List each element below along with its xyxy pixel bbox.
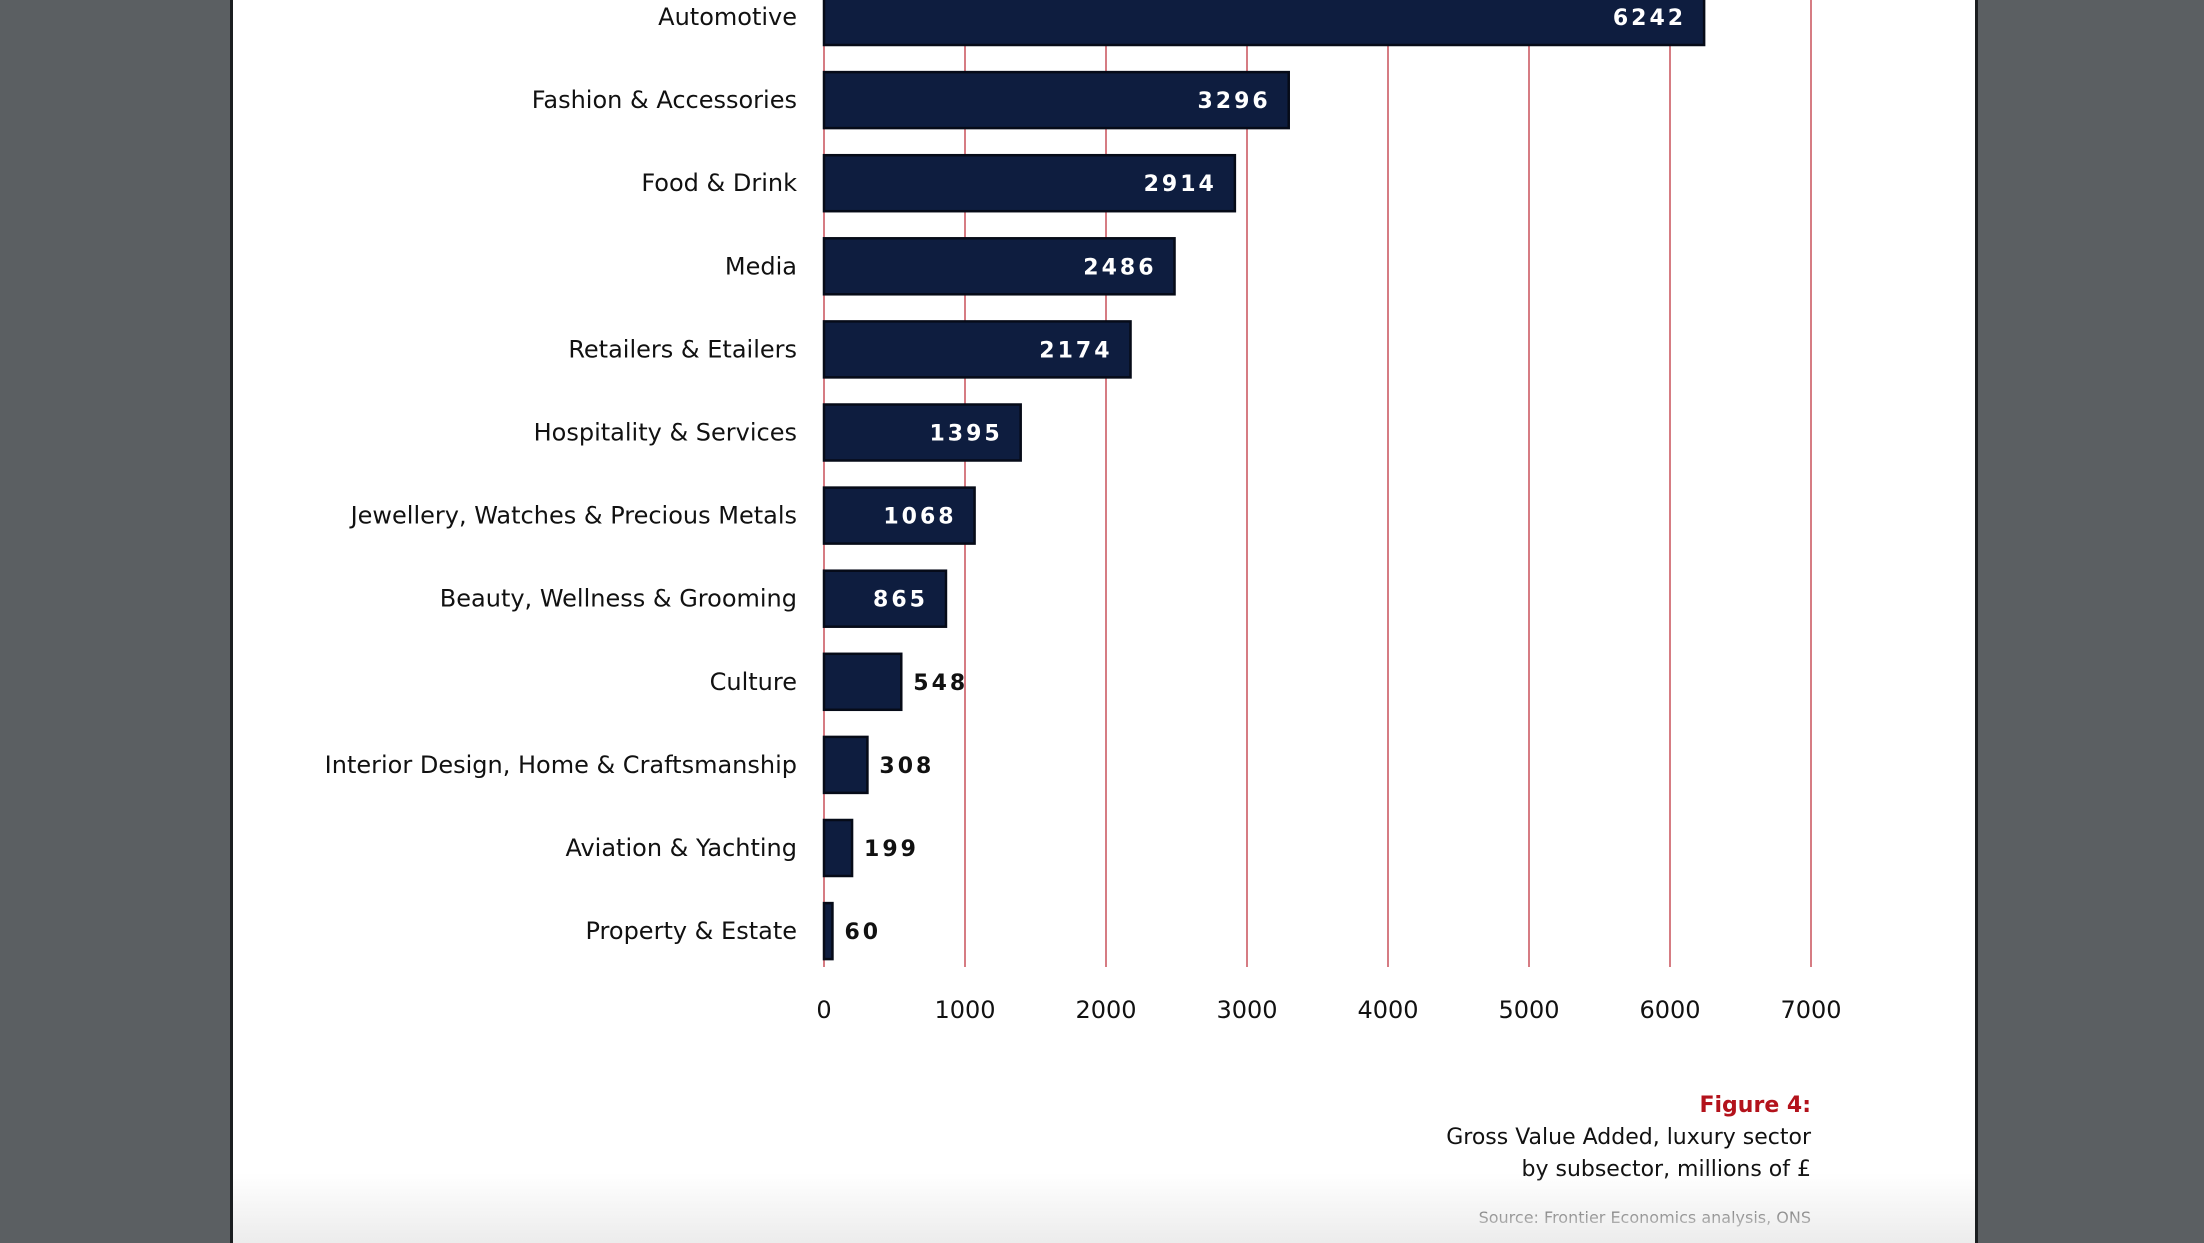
data-label: 1068: [883, 505, 956, 530]
category-label: Beauty, Wellness & Grooming: [440, 585, 797, 613]
data-label: 199: [864, 837, 919, 862]
data-label: 2486: [1083, 255, 1156, 280]
data-label: 6242: [1613, 6, 1686, 31]
x-tick-label: 0: [816, 996, 831, 1024]
x-tick-label: 5000: [1498, 996, 1559, 1024]
data-label: 865: [873, 588, 928, 613]
right-margin: [1978, 0, 2204, 1243]
x-tick-label: 6000: [1639, 996, 1700, 1024]
category-label: Fashion & Accessories: [532, 86, 797, 114]
data-label: 3296: [1198, 89, 1271, 114]
category-label: Retailers & Etailers: [568, 335, 797, 363]
category-label: Media: [725, 252, 797, 280]
data-label: 548: [913, 671, 968, 696]
data-label: 2174: [1039, 338, 1112, 363]
bar-layer: [822, 0, 1706, 961]
bar: [822, 237, 1176, 296]
figure-title-line-2: by subsector, millions of £: [1521, 1157, 1812, 1182]
bar: [822, 153, 1237, 213]
x-tick-label: 4000: [1357, 996, 1418, 1024]
category-label: Aviation & Yachting: [565, 834, 797, 862]
data-label: 308: [879, 754, 934, 779]
category-label: Food & Drink: [641, 169, 797, 197]
figure-title-line-1: Gross Value Added, luxury sector: [1446, 1125, 1811, 1150]
category-label: Automotive: [658, 3, 797, 31]
bar: [822, 320, 1132, 379]
label-layer: 0 1000 2000 3000 4000 5000 6000 7000 Automotive 6…: [325, 3, 1842, 1024]
bar: [822, 70, 1290, 130]
bar: [822, 569, 948, 628]
left-margin: [0, 0, 230, 1243]
bar: [822, 652, 903, 712]
category-label: Jewellery, Watches & Precious Metals: [349, 502, 797, 530]
category-label: Hospitality & Services: [534, 419, 797, 447]
x-tick-label: 3000: [1216, 996, 1277, 1024]
bar: [822, 403, 1022, 462]
bar: [822, 735, 869, 795]
figure-source: Source: Frontier Economics analysis, ONS: [1478, 1208, 1811, 1227]
data-label: 1395: [929, 422, 1002, 447]
category-label: Culture: [710, 668, 797, 696]
document-page: 0 1000 2000 3000 4000 5000 6000 7000 Automotive 6…: [230, 0, 1978, 1243]
bar-chart: 0 1000 2000 3000 4000 5000 6000 7000 Automotive 6…: [325, 0, 1842, 1024]
bar: [822, 0, 1706, 47]
category-label: Interior Design, Home & Craftsmanship: [325, 751, 797, 779]
bar: [822, 818, 854, 878]
category-label: Property & Estate: [586, 917, 798, 945]
x-tick-label: 1000: [934, 996, 995, 1024]
grid-layer: [823, 0, 1812, 967]
data-label: 60: [844, 920, 881, 945]
figure-label: Figure 4:: [1699, 1093, 1811, 1118]
data-label: 2914: [1144, 172, 1217, 197]
x-tick-label: 7000: [1780, 996, 1841, 1024]
bar: [822, 486, 976, 545]
x-tick-label: 2000: [1075, 996, 1136, 1024]
bar: [822, 901, 834, 961]
